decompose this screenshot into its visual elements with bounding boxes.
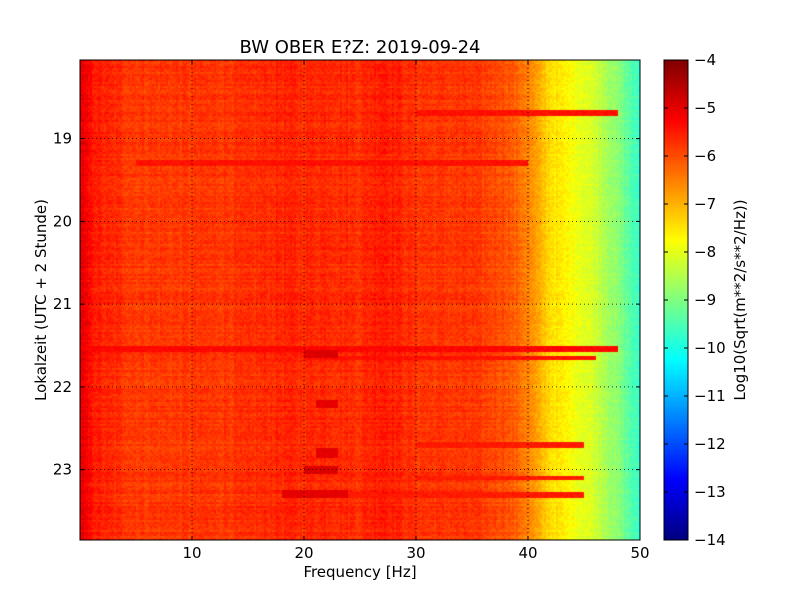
- colorbar-tick-label: −11: [694, 387, 726, 405]
- y-tick-label: 23: [53, 461, 72, 479]
- grid-lines: [80, 60, 640, 540]
- colorbar: −4 −5 −6 −7 −8 −9 −10 −11 −12 −13 −14 Log10(Sqrt(m…: [663, 51, 749, 549]
- y-tick-label: 21: [53, 295, 72, 313]
- y-tick-label: 22: [53, 378, 72, 396]
- colorbar-tick-label: −7: [694, 195, 716, 213]
- x-tick-label: 20: [294, 544, 313, 562]
- colorbar-tick-label: −13: [694, 483, 726, 501]
- plot-frame: [79, 59, 641, 541]
- colorbar-tick-label: −5: [694, 99, 716, 117]
- x-tick-label: 10: [182, 544, 201, 562]
- chart-title: BW OBER E?Z: 2019-09-24: [240, 37, 481, 58]
- y-tick-label: 19: [53, 130, 72, 148]
- colorbar-tick-label: −14: [694, 531, 726, 549]
- colorbar-tick-label: −12: [694, 435, 726, 453]
- y-axis-label: Lokalzeit (UTC + 2 Stunde): [32, 199, 50, 401]
- x-tick-label: 30: [406, 544, 425, 562]
- x-axis-label: Frequency [Hz]: [303, 563, 416, 581]
- y-axis-ticks: 19 20 21 22 23: [53, 130, 640, 479]
- colorbar-tick-label: −10: [694, 339, 726, 357]
- colorbar-ticks: −4 −5 −6 −7 −8 −9 −10 −11 −12 −13 −14: [664, 51, 726, 549]
- x-tick-label: 40: [518, 544, 537, 562]
- colorbar-label: Log10(Sqrt(m**2/s**2/Hz)): [731, 199, 749, 400]
- x-tick-label: 50: [630, 544, 649, 562]
- spectrogram-heatmap: [80, 60, 640, 540]
- y-tick-label: 20: [53, 212, 72, 230]
- colorbar-tick-label: −8: [694, 243, 716, 261]
- x-axis-ticks: 10 20 30 40 50: [182, 60, 650, 562]
- colorbar-tick-label: −9: [694, 291, 716, 309]
- plot-area: 10 20 30 40 50 19 20 21 22 23: [53, 59, 650, 562]
- colorbar-tick-label: −4: [694, 51, 716, 69]
- colorbar-tick-label: −6: [694, 147, 716, 165]
